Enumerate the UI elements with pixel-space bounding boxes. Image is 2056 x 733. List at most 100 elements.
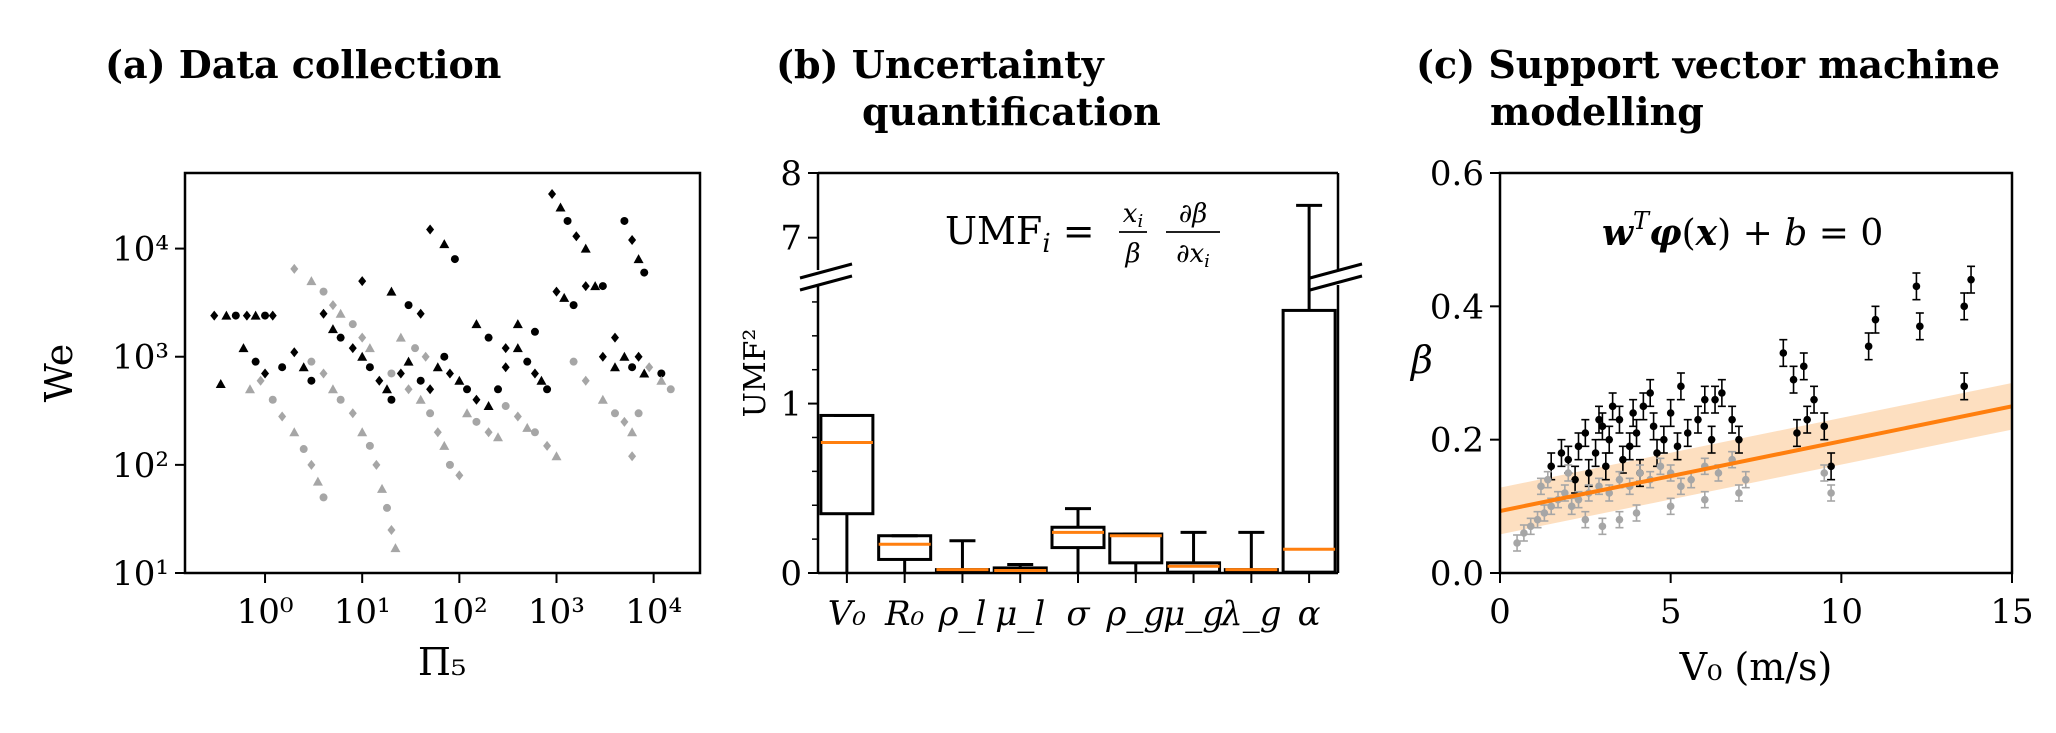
panel-c-point-s0 <box>1653 449 1661 457</box>
panel-a-point-s1 <box>530 428 539 437</box>
panel-a-point-s0 <box>221 310 232 320</box>
panel-a-point-s0 <box>215 378 226 388</box>
panel-b-xtick-label: λ_g <box>1219 594 1281 634</box>
panel-c-ytick-label: 0.6 <box>1430 154 1484 194</box>
panel-c-point-s0 <box>1615 415 1624 424</box>
panel-a-point-s1 <box>610 409 619 418</box>
panel-a-point-s0 <box>278 363 287 372</box>
box-body <box>1108 532 1164 565</box>
panel-a-point-s0 <box>251 357 260 366</box>
panel-a-point-s0 <box>210 310 219 321</box>
panel-c-xtick-label: 15 <box>1990 592 2033 632</box>
panel-a-point-s0 <box>445 368 454 379</box>
panel-a-point-s1 <box>328 300 337 311</box>
panel-c-point-s0 <box>1728 415 1736 424</box>
panel-a-title: (a) Data collection <box>105 42 501 87</box>
panel-a-point-s0 <box>231 311 240 320</box>
panel-c-point-s0 <box>1619 455 1627 464</box>
panel-c-xlabel: V₀ (m/s) <box>1679 645 1833 689</box>
panel-a-xtick-label: 10¹ <box>334 592 391 632</box>
panel-b-formula: UMFi = xi β ∂β ∂xi <box>945 199 1220 272</box>
svm-decision-line <box>1500 404 2012 513</box>
panel-a-point-s0 <box>404 301 413 310</box>
panel-a-point-s0 <box>261 311 270 320</box>
panel-a-point-s0 <box>386 286 397 296</box>
panel-a-point-s0 <box>375 375 384 386</box>
panel-a-point-s0 <box>640 268 649 277</box>
panel-a-point-s0 <box>426 384 435 395</box>
panel-a-point-s1 <box>666 385 675 394</box>
panel-a-point-s0 <box>590 281 601 291</box>
panel-c-point-s1 <box>1595 482 1603 491</box>
panel-a-point-s1 <box>628 451 637 462</box>
panel-b-xtick-label: ρ_g <box>1105 594 1165 634</box>
panel-b-xtick-label: V₀ <box>828 594 867 634</box>
panel-c-point-s1 <box>1687 475 1695 484</box>
panel-a-point-s0 <box>657 369 666 378</box>
panel-a-point-s0 <box>319 308 328 319</box>
panel-c-plot: 0 5 10 15 0.0 0.2 0.4 0.6 V₀ (m/s) β wTφ(x) + b… <box>1409 154 2034 689</box>
panel-a-point-s0 <box>463 385 472 394</box>
panel-a-point-s1 <box>569 357 578 366</box>
panel-a-point-s0 <box>572 231 581 242</box>
panel-c-point-s1 <box>1543 475 1552 484</box>
panel-a-point-s0 <box>512 319 523 329</box>
panel-a-point-s1 <box>445 460 454 469</box>
panel-c-point-s1 <box>1513 539 1521 547</box>
panel-a-point-s0 <box>454 375 465 385</box>
panel-c-point-s0 <box>1711 395 1719 404</box>
panel-c-point-s0 <box>1820 422 1829 431</box>
panel-a-point-s0 <box>387 395 396 404</box>
panel-c-points <box>1513 265 1976 552</box>
panel-c-point-s0 <box>1629 409 1637 417</box>
panel-c-ylabel: β <box>1409 338 1433 382</box>
panel-a-ytick-label: 10³ <box>112 338 169 378</box>
panel-a-point-s0 <box>472 394 481 405</box>
axis-break-mark-left-upper <box>799 262 853 280</box>
panel-c-point-s0 <box>1584 469 1593 477</box>
panel-b-xtick-label: R₀ <box>884 594 925 634</box>
panel-a-point-s0 <box>471 319 482 329</box>
panel-a-point-s0 <box>512 343 523 353</box>
panel-c-point-s0 <box>1735 435 1743 444</box>
panel-c-point-s0 <box>1912 282 1921 291</box>
panel-a-point-s1 <box>501 402 510 411</box>
panel-a-ticks: 10⁰ 10¹ 10² 10³ 10⁴ 10¹ 10² 10³ 10⁴ <box>112 230 682 632</box>
panel-a-point-s1 <box>335 308 346 318</box>
panel-b-ytick-label: 0 <box>780 554 802 594</box>
panel-a-point-s1 <box>581 375 590 386</box>
panel-a-point-s1 <box>336 395 345 404</box>
panel-c-point-s0 <box>1598 422 1607 431</box>
panel-c-point-s1 <box>1615 515 1624 524</box>
panel-a-point-s0 <box>307 376 316 385</box>
panel-a-point-s0 <box>559 292 570 302</box>
panel-a-point-s1 <box>319 287 328 296</box>
panel-a-point-s1 <box>493 432 504 442</box>
panel-c-point-s1 <box>1533 515 1542 524</box>
panel-a-point-s1 <box>256 375 265 386</box>
panel-c-xtick-label: 10 <box>1820 592 1863 632</box>
panel-a-point-s0 <box>620 216 629 225</box>
panel-a-point-s1 <box>455 470 464 481</box>
formula-umf: UMFi = <box>945 209 1095 259</box>
panel-c-point-s0 <box>1581 429 1590 437</box>
panel-a-point-s0 <box>598 351 607 362</box>
panel-c-point-s0 <box>1967 275 1975 284</box>
panel-a-point-s0 <box>348 343 357 354</box>
panel-c-ytick-label: 0.4 <box>1430 287 1484 327</box>
panel-a-point-s0 <box>432 362 443 372</box>
panel-a-point-s0 <box>609 362 620 372</box>
panel-c-point-s0 <box>1803 415 1811 424</box>
panel-a-point-s1 <box>439 440 450 450</box>
panel-a-point-s0 <box>634 351 643 362</box>
panel-c-title-line2: modelling <box>1490 89 1704 134</box>
panel-a-point-s0 <box>548 188 557 199</box>
panel-a-point-s0 <box>242 310 251 321</box>
formula-beta: β <box>1124 239 1140 269</box>
panel-c-ytick-label: 0.0 <box>1430 554 1484 594</box>
panel-a-point-s1 <box>307 459 316 470</box>
panel-a-point-s0 <box>580 243 591 253</box>
box-body <box>877 534 933 561</box>
panel-c-title-line1: (c) Support vector machine <box>1416 42 2000 87</box>
panel-c-point-s0 <box>1799 362 1808 371</box>
